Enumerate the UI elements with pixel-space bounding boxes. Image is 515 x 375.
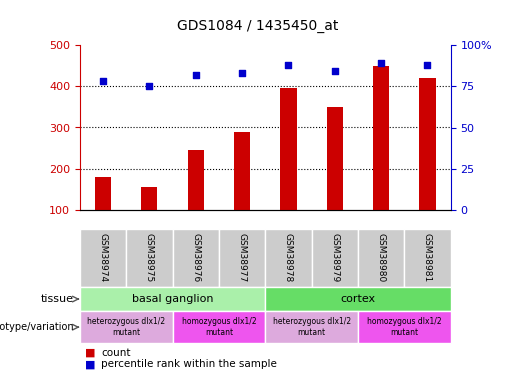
Text: homozygous dlx1/2
mutant: homozygous dlx1/2 mutant [367,317,441,337]
Text: GSM38978: GSM38978 [284,233,293,282]
Point [99,78,107,84]
Point [145,83,153,89]
Text: basal ganglion: basal ganglion [132,294,213,304]
Text: count: count [101,348,131,358]
Text: GSM38981: GSM38981 [423,233,432,282]
Text: GSM38976: GSM38976 [191,233,200,282]
Text: heterozygous dlx1/2
mutant: heterozygous dlx1/2 mutant [272,317,351,337]
Bar [327,107,343,251]
Point [238,70,246,76]
Text: ■: ■ [85,348,95,358]
Text: percentile rank within the sample: percentile rank within the sample [101,359,278,369]
Text: GSM38977: GSM38977 [237,233,247,282]
Point [331,68,339,74]
Text: heterozygous dlx1/2
mutant: heterozygous dlx1/2 mutant [87,317,165,337]
Bar [419,78,436,251]
Text: GDS1084 / 1435450_at: GDS1084 / 1435450_at [177,19,338,33]
Text: homozygous dlx1/2
mutant: homozygous dlx1/2 mutant [182,317,256,337]
Text: ■: ■ [85,359,95,369]
Text: tissue: tissue [41,294,74,304]
Text: cortex: cortex [340,294,375,304]
Bar [234,132,250,251]
Point [284,62,293,68]
Bar [95,177,111,251]
Text: GSM38975: GSM38975 [145,233,154,282]
Text: genotype/variation: genotype/variation [0,322,74,332]
Point [192,72,200,78]
Text: GSM38974: GSM38974 [98,233,108,282]
Point [423,62,432,68]
Bar [373,66,389,251]
Bar [280,88,297,251]
Point [377,60,385,66]
Bar [141,188,158,251]
Text: GSM38980: GSM38980 [376,233,386,282]
Text: GSM38979: GSM38979 [330,233,339,282]
Bar [187,150,204,251]
